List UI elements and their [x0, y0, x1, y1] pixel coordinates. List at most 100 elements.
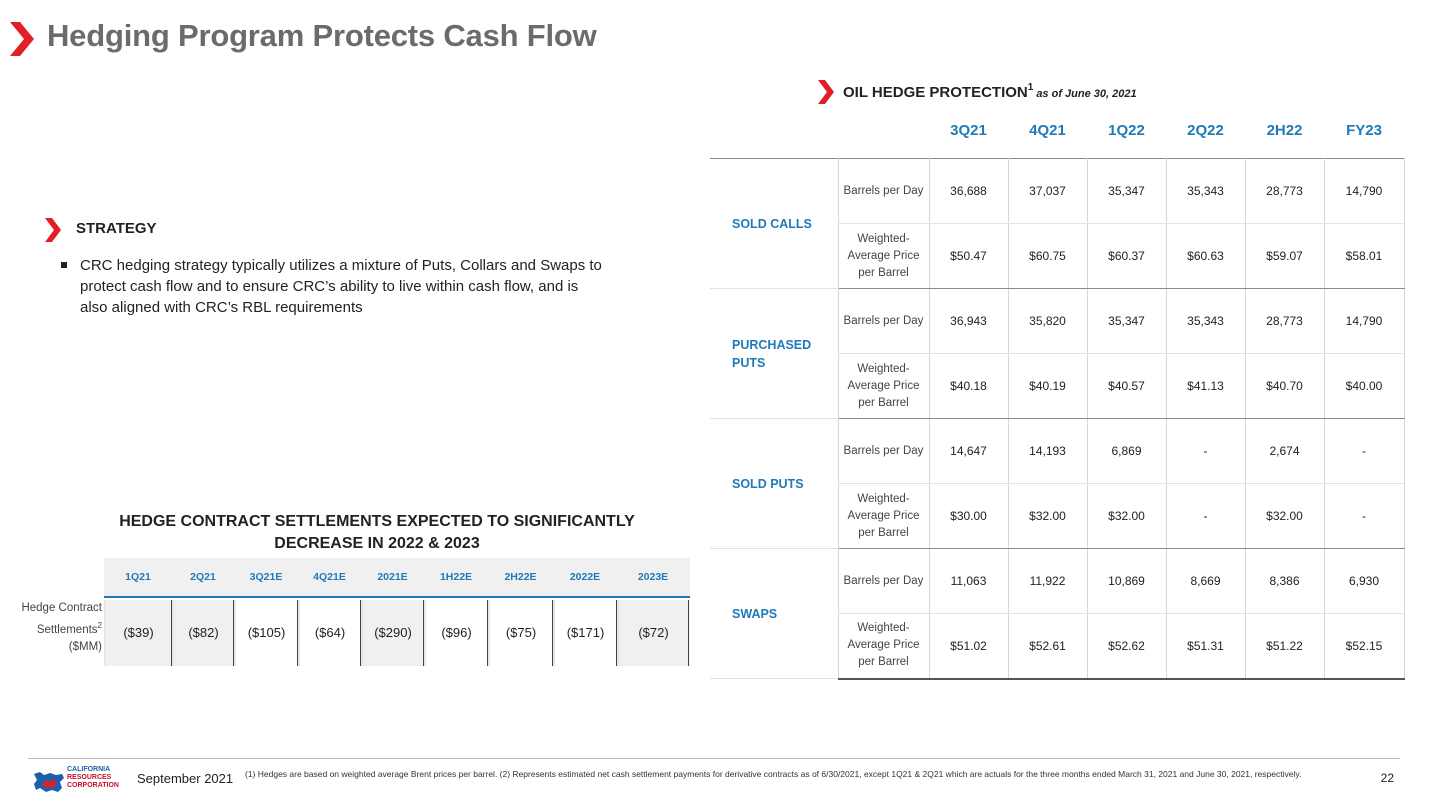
- settlements-row-label: Hedge Contract Settlements2 ($MM): [20, 600, 102, 656]
- settlement-period-header: 4Q21E: [313, 571, 346, 583]
- oil-table-cell: 8,669: [1166, 548, 1246, 614]
- oil-period-header: 2Q22: [1187, 122, 1224, 139]
- oil-category-label: SOLD PUTS: [710, 418, 839, 549]
- settlement-value-cell: ($72): [617, 600, 689, 666]
- oil-table-cell: 28,773: [1245, 158, 1325, 224]
- oil-category-label: SWAPS: [710, 548, 839, 679]
- settlements-values-row: ($39) ($82) ($105) ($64) ($290) ($96) ($75) ($1…: [104, 600, 690, 666]
- oil-table-cell: 14,193: [1008, 418, 1088, 484]
- crc-logo-wordmark: CALIFORNIA RESOURCES CORPORATION: [67, 766, 119, 790]
- oil-table-row: SOLD PUTS Barrels per Day 14,647 14,193 6,86…: [710, 418, 1405, 549]
- oil-metric-label: Weighted-Average Price per Barrel: [838, 613, 930, 680]
- oil-metric-label: Barrels per Day: [838, 418, 930, 484]
- settlement-period-header: 2Q21: [190, 571, 216, 583]
- bullet-icon: [61, 262, 67, 268]
- oil-table-cell: $60.37: [1087, 223, 1167, 289]
- oil-table-cell: 28,773: [1245, 288, 1325, 354]
- settlement-period-header: 1Q21: [125, 571, 151, 583]
- oil-table-cell: $30.00: [929, 483, 1009, 549]
- settlement-period-header: 2H22E: [504, 571, 537, 583]
- oil-table-cell: $51.31: [1166, 613, 1246, 680]
- oil-table-row: SOLD CALLS Barrels per Day 36,688 37,037 35,…: [710, 158, 1405, 289]
- oil-table-cell: 14,790: [1324, 158, 1405, 224]
- logo-line: RESOURCES: [67, 774, 112, 781]
- settlement-value-cell: ($75): [488, 600, 553, 666]
- oil-table-cell: $52.15: [1324, 613, 1405, 680]
- oil-table-cell: $51.02: [929, 613, 1009, 680]
- crc-logo-icon: [34, 772, 64, 792]
- footer-divider: [28, 758, 1400, 759]
- oil-table-cell: 35,347: [1087, 288, 1167, 354]
- oil-table-row: PURCHASED PUTS Barrels per Day 36,943 35,82…: [710, 288, 1405, 419]
- oil-period-headers: 3Q21 4Q21 1Q22 2Q22 2H22 FY23: [929, 122, 1404, 139]
- oil-table-cell: 14,647: [929, 418, 1009, 484]
- oil-table-cell: $51.22: [1245, 613, 1325, 680]
- footer-date: September 2021: [137, 771, 234, 786]
- strategy-heading: STRATEGY: [76, 220, 157, 237]
- oil-table-cell: 14,790: [1324, 288, 1405, 354]
- oil-heading-text: OIL HEDGE PROTECTION: [843, 84, 1028, 101]
- oil-period-header: 3Q21: [950, 122, 987, 139]
- oil-table-cell: $32.00: [1008, 483, 1088, 549]
- oil-metric-label: Weighted-Average Price per Barrel: [838, 353, 930, 419]
- oil-table-cell: $59.07: [1245, 223, 1325, 289]
- oil-hedge-table: SOLD CALLS Barrels per Day 36,688 37,037 35,…: [710, 158, 1405, 680]
- oil-table-row: Weighted-Average Price per Barrel $51.02 $…: [710, 613, 1405, 680]
- page-number: 22: [1380, 771, 1394, 785]
- oil-table-cell: $40.70: [1245, 353, 1325, 419]
- oil-table-cell: $41.13: [1166, 353, 1246, 419]
- oil-table-cell: $40.18: [929, 353, 1009, 419]
- oil-category-label: SOLD CALLS: [710, 158, 839, 289]
- oil-chevron-icon: [818, 80, 834, 104]
- oil-table-cell: 11,922: [1008, 548, 1088, 614]
- oil-table-cell: 8,386: [1245, 548, 1325, 614]
- oil-table-cell: $52.62: [1087, 613, 1167, 680]
- oil-table-cell: 35,347: [1087, 158, 1167, 224]
- footnote: (1) Hedges are based on weighted average…: [245, 769, 1302, 779]
- title-chevron-icon: [10, 22, 34, 56]
- oil-metric-label: Barrels per Day: [838, 288, 930, 354]
- oil-metric-label: Weighted-Average Price per Barrel: [838, 483, 930, 549]
- oil-table-cell: 35,343: [1166, 158, 1246, 224]
- oil-table-cell: -: [1166, 483, 1246, 549]
- oil-table-cell: -: [1324, 483, 1405, 549]
- strategy-chevron-icon: [45, 218, 61, 242]
- oil-table-cell: $58.01: [1324, 223, 1405, 289]
- logo-line: CALIFORNIA: [67, 766, 111, 773]
- oil-table-cell: $40.19: [1008, 353, 1088, 419]
- oil-metric-label: Weighted-Average Price per Barrel: [838, 223, 930, 289]
- oil-period-header: 1Q22: [1108, 122, 1145, 139]
- oil-table-cell: 35,820: [1008, 288, 1088, 354]
- settlement-period-header: 2022E: [569, 571, 601, 583]
- oil-table-row: Weighted-Average Price per Barrel $40.18 $…: [710, 353, 1405, 419]
- oil-table-cell: 36,688: [929, 158, 1009, 224]
- oil-table-cell: 11,063: [929, 548, 1009, 614]
- oil-table-cell: $60.63: [1166, 223, 1246, 289]
- oil-table-cell: 36,943: [929, 288, 1009, 354]
- settlement-value-cell: ($105): [234, 600, 298, 666]
- strategy-bullet-text: CRC hedging strategy typically utilizes …: [80, 257, 602, 316]
- settlement-value-cell: ($290): [361, 600, 424, 666]
- settlement-value-cell: ($82): [172, 600, 234, 666]
- oil-table-cell: 37,037: [1008, 158, 1088, 224]
- oil-metric-label: Barrels per Day: [838, 158, 930, 224]
- settlement-period-header: 3Q21E: [249, 571, 283, 583]
- settlements-footnote-marker: 2: [97, 621, 102, 630]
- oil-table-cell: 6,930: [1324, 548, 1405, 614]
- settlements-heading: HEDGE CONTRACT SETTLEMENTS EXPECTED TO S…: [119, 513, 635, 552]
- oil-table-cell: $52.61: [1008, 613, 1088, 680]
- settlement-value-cell: ($64): [298, 600, 361, 666]
- settlement-value-cell: ($96): [424, 600, 488, 666]
- oil-table-cell: -: [1324, 418, 1405, 484]
- oil-period-header: 4Q21: [1029, 122, 1066, 139]
- logo-line: CORPORATION: [67, 782, 119, 789]
- oil-table-row: SWAPS Barrels per Day 11,063 11,922 10,869 8,…: [710, 548, 1405, 679]
- settlement-value-cell: ($39): [104, 600, 172, 666]
- oil-table-cell: $50.47: [929, 223, 1009, 289]
- oil-table-row: Weighted-Average Price per Barrel $30.00 $…: [710, 483, 1405, 549]
- oil-table-cell: -: [1166, 418, 1246, 484]
- settlement-value-cell: ($171): [553, 600, 617, 666]
- oil-category-label: PURCHASED PUTS: [710, 288, 839, 419]
- oil-table-cell: $60.75: [1008, 223, 1088, 289]
- oil-period-header: FY23: [1346, 122, 1382, 139]
